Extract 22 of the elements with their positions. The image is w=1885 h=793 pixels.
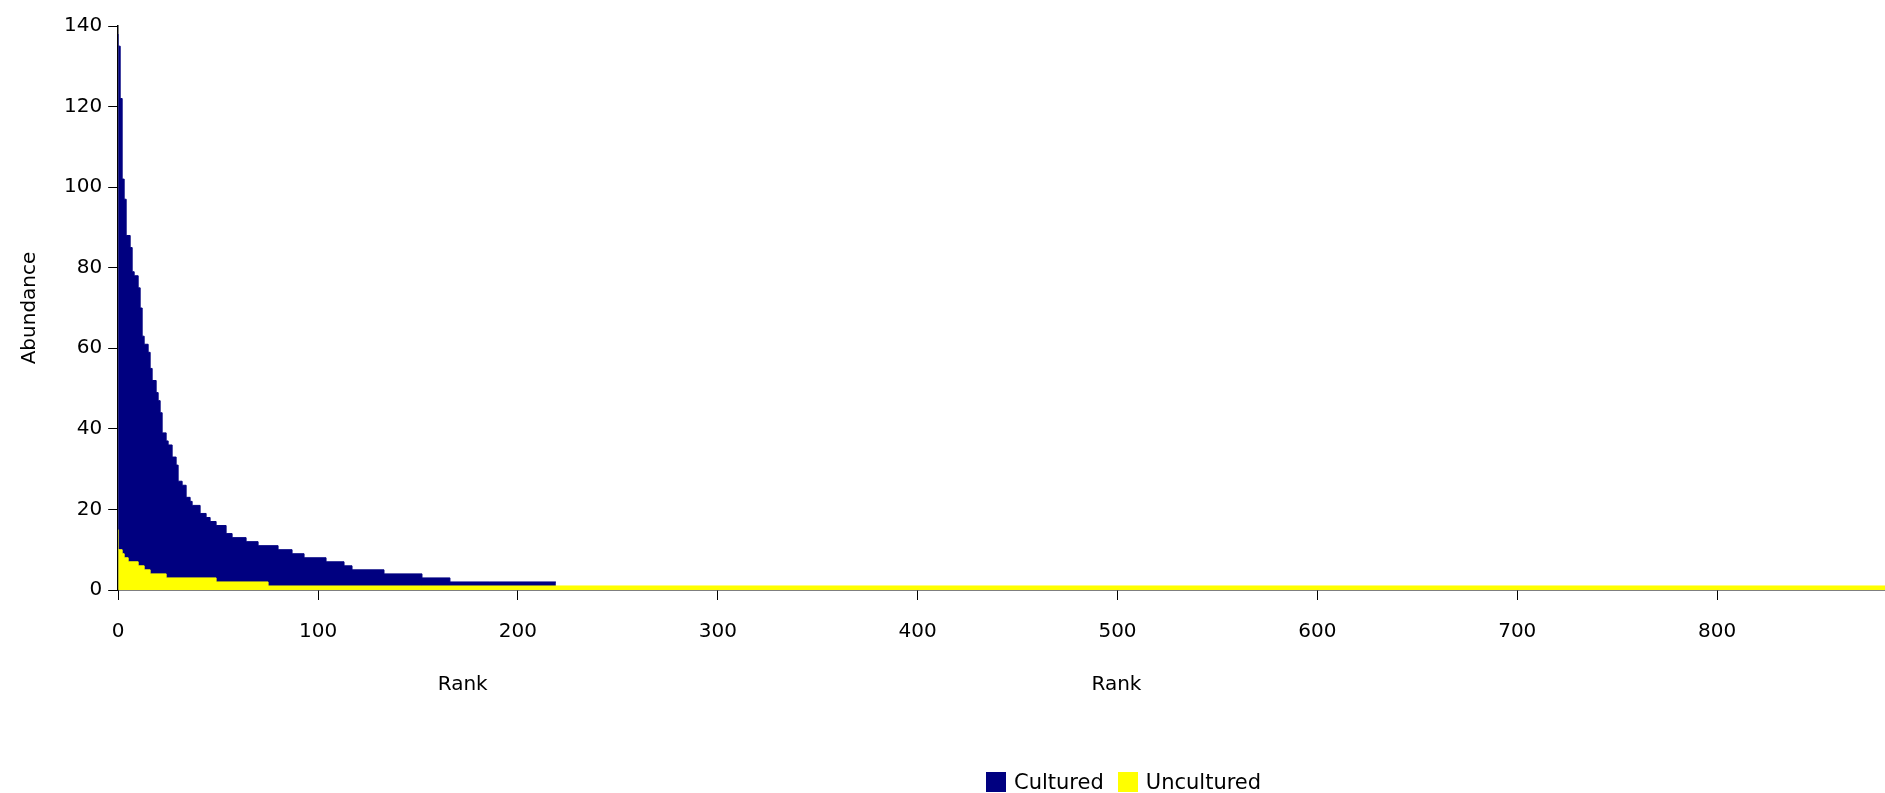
y-tick-label: 100 <box>63 173 103 198</box>
x-tick-label: 0 <box>111 618 125 643</box>
legend-label: Cultured <box>1014 770 1104 793</box>
y-axis-title: Abundance <box>16 251 41 365</box>
y-tick-label: 40 <box>76 415 103 440</box>
x-tick-label: 100 <box>298 618 338 643</box>
x-tick-label: 600 <box>1298 618 1337 643</box>
y-tick-label: 140 <box>63 12 103 37</box>
y-tick-label: 60 <box>76 334 103 359</box>
x-tick-label: 300 <box>698 618 737 643</box>
text: Rank <box>1091 671 1142 696</box>
x-tick-label: 800 <box>1698 618 1737 643</box>
x-axis-title: Rank <box>437 671 489 696</box>
y-tick-label: 120 <box>63 92 103 117</box>
x-tick-label: 500 <box>1098 618 1137 643</box>
y-tick-label: 20 <box>76 495 103 520</box>
y-tick-label: 80 <box>76 253 103 278</box>
x-tick-label: 400 <box>898 618 937 643</box>
y-tick-label: 0 <box>89 576 103 601</box>
legend-label: Uncultured <box>1145 770 1262 793</box>
x-tick-label: 700 <box>1498 618 1537 643</box>
x-tick-label: 200 <box>498 618 537 643</box>
